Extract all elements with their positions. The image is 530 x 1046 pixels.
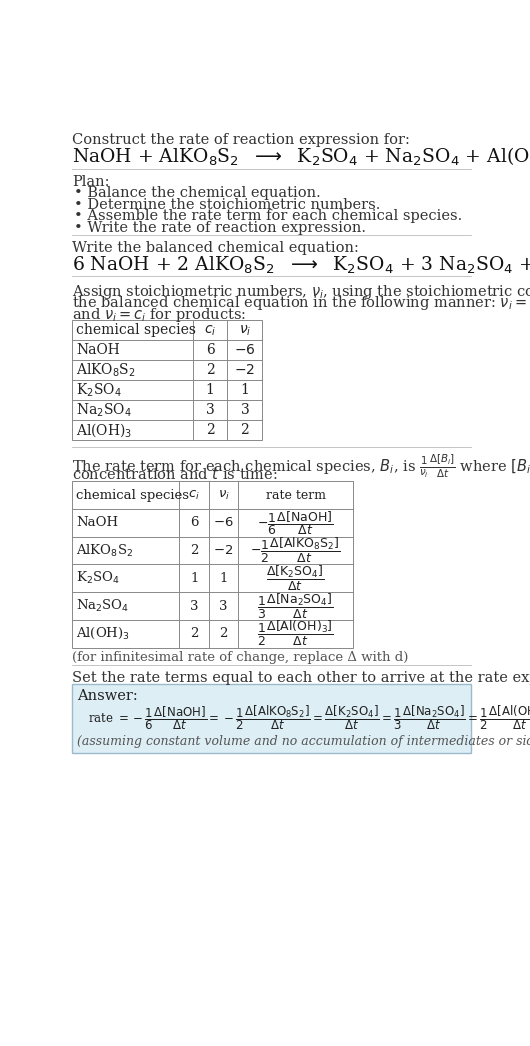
Text: K$_2$SO$_4$: K$_2$SO$_4$ <box>76 382 122 400</box>
Text: 1: 1 <box>190 572 198 585</box>
Text: Na$_2$SO$_4$: Na$_2$SO$_4$ <box>76 598 130 614</box>
Text: Al(OH)$_3$: Al(OH)$_3$ <box>76 422 132 439</box>
Text: $\dfrac{\Delta[\mathrm{K_2SO_4}]}{\Delta t}$: $\dfrac{\Delta[\mathrm{K_2SO_4}]}{\Delta… <box>267 564 325 593</box>
Text: $-\dfrac{1}{2}\dfrac{\Delta[\mathrm{AlKO_8S_2}]}{\Delta t}$: $-\dfrac{1}{2}\dfrac{\Delta[\mathrm{AlKO… <box>251 536 341 565</box>
Text: rate term: rate term <box>266 488 325 502</box>
Text: 3: 3 <box>219 599 228 613</box>
FancyBboxPatch shape <box>73 684 471 753</box>
Text: NaOH + AlKO$_8$S$_2$  $\longrightarrow$  K$_2$SO$_4$ + Na$_2$SO$_4$ + Al(OH)$_3$: NaOH + AlKO$_8$S$_2$ $\longrightarrow$ K… <box>73 145 530 167</box>
Text: $-2$: $-2$ <box>234 363 255 378</box>
Text: 2: 2 <box>190 628 198 640</box>
Text: 6: 6 <box>190 517 198 529</box>
Text: $-2$: $-2$ <box>214 544 234 558</box>
Text: concentration and $t$ is time:: concentration and $t$ is time: <box>73 465 278 482</box>
Text: NaOH: NaOH <box>76 517 118 529</box>
Text: chemical species: chemical species <box>76 323 196 338</box>
Text: AlKO$_8$S$_2$: AlKO$_8$S$_2$ <box>76 362 136 379</box>
Text: 2: 2 <box>206 424 215 437</box>
Text: $\dfrac{1}{2}\dfrac{\Delta[\mathrm{Al(OH)_3}]}{\Delta t}$: $\dfrac{1}{2}\dfrac{\Delta[\mathrm{Al(OH… <box>257 619 334 649</box>
Text: $-6$: $-6$ <box>234 343 255 358</box>
Text: $c_i$: $c_i$ <box>188 488 200 502</box>
Text: $-\dfrac{1}{6}\dfrac{\Delta[\mathrm{NaOH}]}{\Delta t}$: $-\dfrac{1}{6}\dfrac{\Delta[\mathrm{NaOH… <box>258 509 334 537</box>
Text: 3: 3 <box>206 404 215 417</box>
Text: Write the balanced chemical equation:: Write the balanced chemical equation: <box>73 241 359 255</box>
Text: $\nu_i$: $\nu_i$ <box>238 323 251 338</box>
Text: K$_2$SO$_4$: K$_2$SO$_4$ <box>76 570 120 587</box>
Text: Construct the rate of reaction expression for:: Construct the rate of reaction expressio… <box>73 133 410 147</box>
Text: $\nu_i$: $\nu_i$ <box>218 488 229 502</box>
Text: Set the rate terms equal to each other to arrive at the rate expression:: Set the rate terms equal to each other t… <box>73 670 530 685</box>
Text: 1: 1 <box>206 384 215 397</box>
Text: AlKO$_8$S$_2$: AlKO$_8$S$_2$ <box>76 543 134 559</box>
Text: 1: 1 <box>241 384 249 397</box>
Text: and $\nu_i = c_i$ for products:: and $\nu_i = c_i$ for products: <box>73 305 247 323</box>
Text: $-6$: $-6$ <box>213 517 234 529</box>
Text: 6: 6 <box>206 343 215 358</box>
Text: • Write the rate of reaction expression.: • Write the rate of reaction expression. <box>74 221 366 235</box>
Text: • Determine the stoichiometric numbers.: • Determine the stoichiometric numbers. <box>74 198 381 212</box>
Text: • Assemble the rate term for each chemical species.: • Assemble the rate term for each chemic… <box>74 209 462 224</box>
Text: (for infinitesimal rate of change, replace Δ with d): (for infinitesimal rate of change, repla… <box>73 652 409 664</box>
Text: $c_i$: $c_i$ <box>204 323 216 338</box>
Text: NaOH: NaOH <box>76 343 120 358</box>
Text: 2: 2 <box>206 363 215 378</box>
Text: 6 NaOH + 2 AlKO$_8$S$_2$  $\longrightarrow$  K$_2$SO$_4$ + 3 Na$_2$SO$_4$ + 2 Al: 6 NaOH + 2 AlKO$_8$S$_2$ $\longrightarro… <box>73 253 530 276</box>
Text: • Balance the chemical equation.: • Balance the chemical equation. <box>74 186 321 201</box>
Text: (assuming constant volume and no accumulation of intermediates or side products): (assuming constant volume and no accumul… <box>77 735 530 748</box>
Text: 3: 3 <box>241 404 249 417</box>
Text: Answer:: Answer: <box>77 689 138 703</box>
Text: 2: 2 <box>241 424 249 437</box>
Text: Assign stoichiometric numbers, $\nu_i$, using the stoichiometric coefficients, $: Assign stoichiometric numbers, $\nu_i$, … <box>73 282 530 300</box>
Text: 2: 2 <box>219 628 228 640</box>
Text: Na$_2$SO$_4$: Na$_2$SO$_4$ <box>76 402 132 419</box>
Text: the balanced chemical equation in the following manner: $\nu_i = -c_i$ for react: the balanced chemical equation in the fo… <box>73 294 530 312</box>
Bar <box>73 481 353 647</box>
Text: chemical species: chemical species <box>76 488 189 502</box>
Text: Al(OH)$_3$: Al(OH)$_3$ <box>76 627 130 641</box>
Text: 1: 1 <box>219 572 228 585</box>
Text: 2: 2 <box>190 544 198 558</box>
Text: 3: 3 <box>190 599 198 613</box>
Text: rate $= -\dfrac{1}{6}\dfrac{\Delta[\mathrm{NaOH}]}{\Delta t} = -\dfrac{1}{2}\dfr: rate $= -\dfrac{1}{6}\dfrac{\Delta[\math… <box>88 703 530 732</box>
Text: $\dfrac{1}{3}\dfrac{\Delta[\mathrm{Na_2SO_4}]}{\Delta t}$: $\dfrac{1}{3}\dfrac{\Delta[\mathrm{Na_2S… <box>257 591 334 620</box>
Text: Plan:: Plan: <box>73 175 110 188</box>
Bar <box>73 320 262 440</box>
Text: The rate term for each chemical species, $B_i$, is $\frac{1}{\nu_i}\frac{\Delta[: The rate term for each chemical species,… <box>73 453 530 480</box>
